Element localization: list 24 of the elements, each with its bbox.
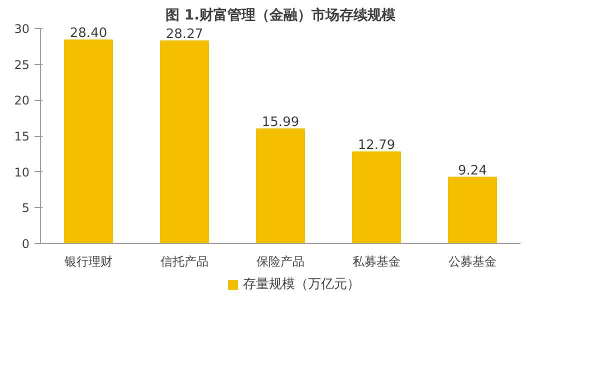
y-tick-label: 10	[14, 165, 30, 180]
chart-title: 图 1.财富管理（金融）市场存续规模	[166, 6, 396, 24]
text: 9.24	[458, 163, 487, 178]
x-tick-label: 银行理财	[64, 254, 112, 268]
text: 12.79	[358, 138, 396, 153]
x-tick-label: 私募基金	[352, 254, 400, 268]
text: 28.40	[70, 26, 108, 41]
bar	[64, 39, 113, 244]
y-tick-label: 25	[14, 58, 30, 72]
y-tick-label: 20	[14, 94, 30, 108]
text: 28.27	[166, 26, 204, 42]
y-tick-label: 5	[22, 201, 30, 216]
y-tick-label: 30	[14, 22, 30, 36]
legend-label: 存量规模（万亿元）	[243, 277, 360, 292]
bar	[448, 176, 497, 244]
bar	[256, 128, 305, 244]
x-tick-label: 信托产品	[160, 254, 208, 268]
bar	[352, 151, 401, 244]
x-tick-label: 公募基金	[448, 254, 496, 268]
text: 15.99	[262, 114, 300, 130]
bar	[160, 40, 209, 244]
y-tick-label: 0	[22, 237, 30, 251]
x-tick-label: 保险产品	[256, 254, 304, 268]
y-tick-label: 15	[14, 130, 30, 144]
